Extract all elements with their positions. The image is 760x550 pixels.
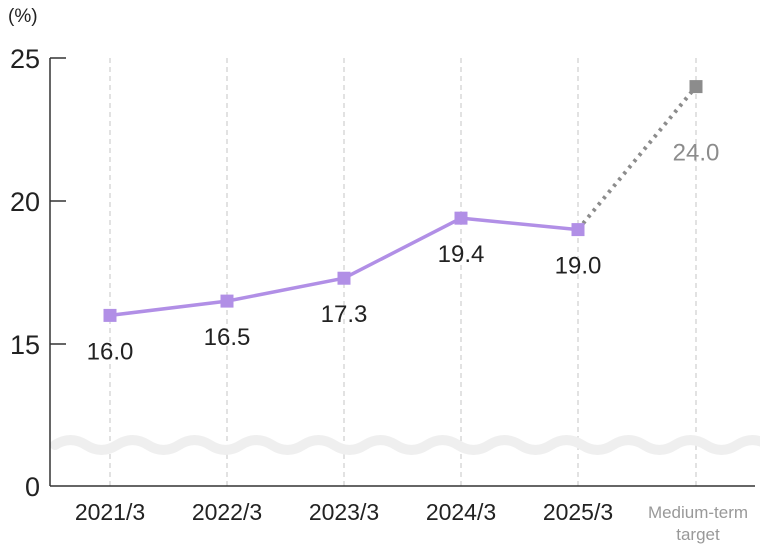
- data-label: 17.3: [321, 301, 368, 328]
- data-label: 19.0: [555, 253, 602, 280]
- x-tick-label: 2024/3: [426, 499, 496, 525]
- y-tick-label: 0: [25, 472, 40, 502]
- unit-label: (%): [8, 6, 38, 27]
- x-tick-label-target: Medium-term: [648, 503, 748, 522]
- data-point-marker: [220, 294, 234, 308]
- data-labels: 16.0 16.5 17.3 19.4 19.0 24.0: [87, 140, 720, 366]
- y-tick-label: 20: [10, 187, 40, 217]
- axes: [49, 57, 755, 487]
- data-label: 16.0: [87, 338, 134, 365]
- x-tick-label: 2022/3: [192, 499, 262, 525]
- target-projection-line: [576, 85, 698, 231]
- y-tick-label: 25: [10, 44, 40, 74]
- y-tick-labels: 0 15 20 25: [10, 44, 40, 502]
- x-tick-label: 2023/3: [309, 499, 379, 525]
- data-point-marker: [571, 223, 585, 237]
- axis-break-wave: [50, 435, 760, 455]
- data-point-marker: [103, 308, 117, 322]
- target-point-marker: [689, 80, 703, 94]
- y-tick-label: 15: [10, 330, 40, 360]
- data-point-marker: [337, 271, 351, 285]
- x-tick-label-target: target: [676, 525, 720, 544]
- target-data-label: 24.0: [673, 140, 720, 167]
- data-label: 16.5: [204, 324, 251, 351]
- grid: [109, 58, 697, 486]
- data-label: 19.4: [438, 241, 485, 268]
- x-tick-label: 2025/3: [543, 499, 613, 525]
- x-tick-label: 2021/3: [75, 499, 145, 525]
- series-layer: [103, 80, 703, 322]
- data-point-marker: [454, 211, 468, 225]
- x-tick-labels: 2021/3 2022/3 2023/3 2024/3 2025/3 Medium-ter…: [75, 499, 748, 544]
